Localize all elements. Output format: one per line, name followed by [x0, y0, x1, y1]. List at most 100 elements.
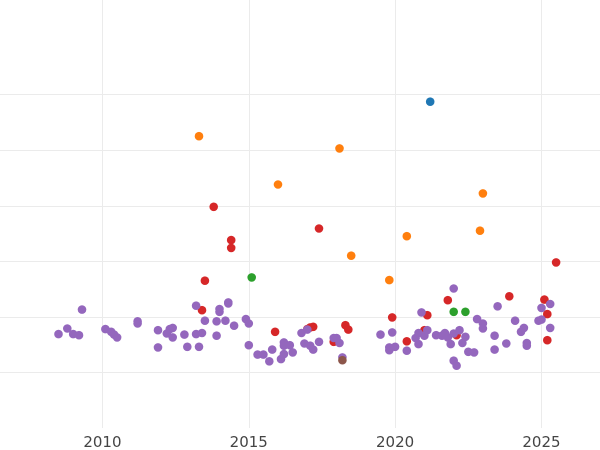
- point-purple-50: [308, 345, 318, 354]
- point-purple-17: [168, 333, 177, 342]
- point-purple-12: [153, 325, 163, 335]
- point-purple-19: [183, 342, 192, 352]
- point-purple-79: [461, 332, 470, 342]
- point-purple-45: [288, 348, 298, 357]
- point-purple-22: [197, 328, 207, 338]
- point-green-3: [461, 307, 470, 317]
- point-green-1: [247, 273, 256, 282]
- point-orange-3: [273, 180, 283, 189]
- point-purple-5: [77, 305, 87, 314]
- point-red-18: [443, 295, 453, 305]
- point-purple-51: [314, 337, 324, 347]
- point-purple-88: [502, 339, 511, 348]
- point-red-15: [402, 337, 412, 346]
- series-brown: [338, 355, 347, 365]
- point-red-5: [200, 276, 210, 286]
- point-purple-91: [519, 323, 529, 333]
- point-purple-28: [215, 304, 224, 314]
- x-tick-label-2010: 2010: [83, 433, 121, 450]
- point-purple-38: [265, 357, 274, 366]
- point-red-22: [543, 309, 552, 319]
- point-orange-2: [335, 144, 344, 153]
- point-purple-54: [335, 338, 344, 348]
- point-purple-65: [417, 308, 426, 317]
- point-purple-29: [221, 316, 230, 326]
- point-purple-95: [537, 315, 546, 324]
- point-purple-72: [446, 339, 456, 349]
- point-purple-76: [452, 361, 461, 371]
- point-purple-13: [153, 343, 163, 352]
- point-purple-77: [455, 325, 464, 335]
- point-purple-67: [423, 325, 432, 335]
- series-green: [247, 273, 470, 317]
- point-orange-5: [402, 231, 412, 241]
- point-red-20: [505, 292, 514, 301]
- point-purple-60: [390, 342, 400, 352]
- point-red-7: [270, 327, 280, 337]
- point-red-24: [543, 335, 552, 345]
- x-tick-label-2025: 2025: [522, 433, 560, 450]
- point-orange-7: [346, 251, 356, 260]
- point-purple-87: [493, 302, 502, 311]
- point-purple-61: [402, 346, 412, 356]
- point-red-14: [387, 313, 397, 322]
- x-tick-label-2020: 2020: [376, 433, 414, 450]
- point-purple-39: [267, 345, 277, 354]
- point-purple-81: [469, 348, 479, 357]
- point-purple-1: [54, 329, 63, 339]
- point-purple-96: [537, 303, 546, 313]
- point-purple-75: [449, 284, 459, 293]
- point-purple-9: [112, 333, 122, 342]
- point-red-6: [197, 305, 207, 315]
- point-purple-21: [194, 342, 204, 352]
- point-purple-24: [200, 316, 210, 326]
- point-purple-18: [180, 330, 189, 339]
- series-orange: [194, 131, 488, 285]
- point-purple-64: [414, 339, 423, 349]
- point-purple-43: [279, 349, 289, 359]
- point-purple-26: [212, 331, 221, 341]
- point-purple-35: [244, 340, 254, 350]
- point-purple-97: [545, 299, 555, 309]
- point-purple-84: [478, 319, 488, 328]
- series-red: [197, 202, 561, 347]
- point-purple-31: [224, 298, 233, 307]
- point-purple-85: [490, 331, 499, 341]
- point-red-3: [226, 243, 236, 253]
- point-orange-4: [478, 189, 488, 198]
- point-purple-23: [191, 301, 201, 311]
- point-brown-1: [338, 355, 347, 365]
- point-red-1: [209, 202, 218, 212]
- point-red-4: [314, 224, 324, 233]
- point-purple-4: [74, 330, 84, 340]
- point-purple-98: [545, 323, 555, 333]
- point-red-23: [551, 258, 561, 267]
- point-purple-34: [244, 319, 254, 328]
- point-purple-93: [522, 341, 532, 351]
- point-green-2: [449, 307, 459, 317]
- point-purple-32: [229, 321, 239, 331]
- point-purple-16: [168, 323, 177, 333]
- point-orange-6: [475, 226, 485, 235]
- point-purple-59: [387, 328, 397, 337]
- point-purple-37: [259, 350, 268, 359]
- point-purple-44: [285, 340, 295, 350]
- x-tick-label-2015: 2015: [230, 433, 268, 450]
- data-points: [54, 97, 561, 371]
- point-purple-86: [490, 345, 499, 354]
- point-purple-48: [303, 325, 312, 334]
- point-orange-8: [385, 275, 394, 285]
- point-purple-2: [63, 324, 72, 333]
- point-red-2: [226, 235, 236, 245]
- point-purple-11: [133, 319, 142, 328]
- point-blue-1: [425, 97, 435, 106]
- point-purple-56: [376, 330, 385, 339]
- grid: [0, 0, 600, 428]
- series-blue: [425, 97, 435, 106]
- point-red-13: [344, 325, 353, 334]
- point-orange-1: [194, 131, 204, 141]
- x-axis: 2010 2015 2020 2025: [83, 433, 560, 450]
- series-purple: [54, 284, 555, 371]
